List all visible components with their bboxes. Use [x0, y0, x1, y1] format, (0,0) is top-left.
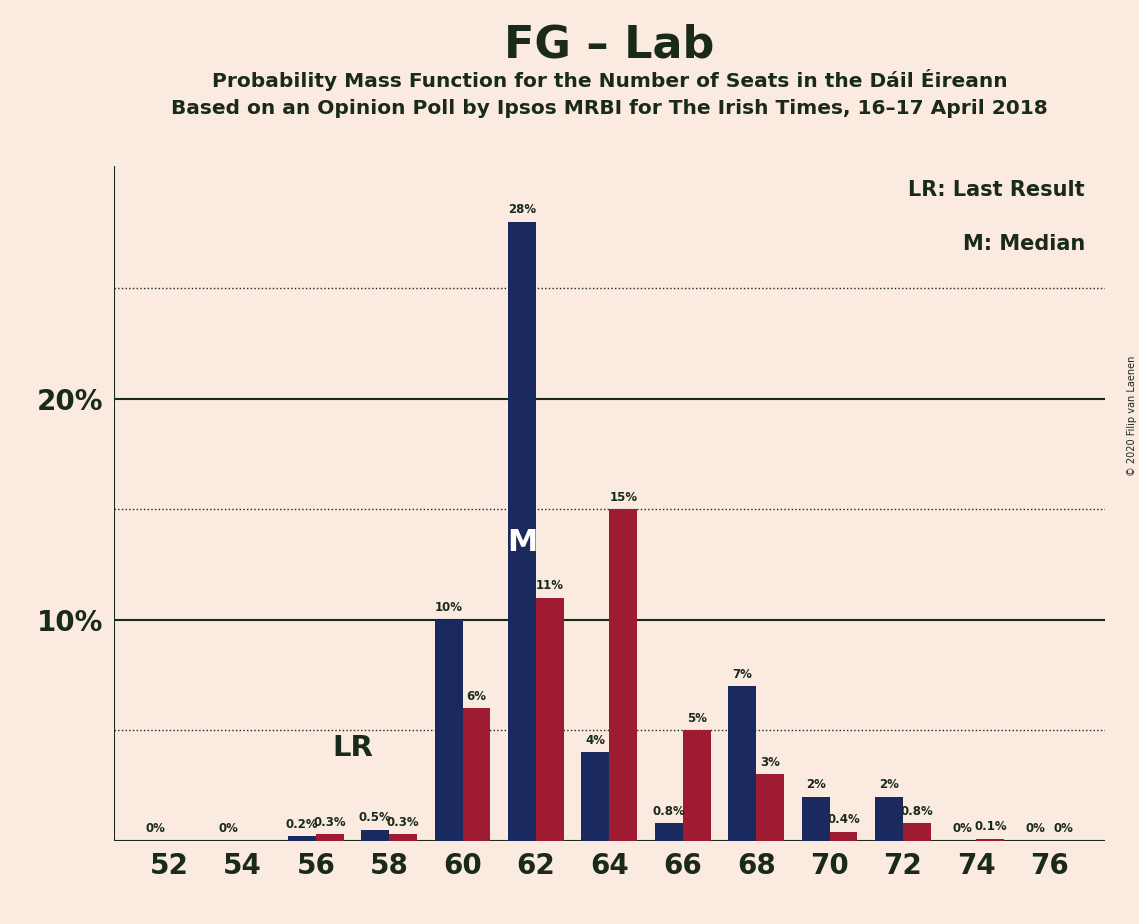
- Text: 0%: 0%: [952, 822, 973, 835]
- Text: 0.1%: 0.1%: [974, 821, 1007, 833]
- Bar: [435, 620, 462, 841]
- Bar: [462, 708, 491, 841]
- Text: 0%: 0%: [1026, 822, 1046, 835]
- Text: 11%: 11%: [536, 579, 564, 592]
- Bar: [756, 774, 784, 841]
- Text: 5%: 5%: [687, 711, 706, 724]
- Text: Based on an Opinion Poll by Ipsos MRBI for The Irish Times, 16–17 April 2018: Based on an Opinion Poll by Ipsos MRBI f…: [171, 99, 1048, 118]
- Text: 15%: 15%: [609, 491, 638, 504]
- Text: 0%: 0%: [219, 822, 238, 835]
- Text: 0%: 0%: [1054, 822, 1074, 835]
- Bar: [316, 834, 344, 841]
- Bar: [802, 796, 829, 841]
- Text: 28%: 28%: [508, 203, 536, 216]
- Text: M: Median: M: Median: [962, 234, 1085, 254]
- Bar: [609, 509, 637, 841]
- Text: FG – Lab: FG – Lab: [505, 23, 714, 67]
- Bar: [288, 836, 316, 841]
- Bar: [390, 834, 417, 841]
- Bar: [875, 796, 903, 841]
- Bar: [829, 832, 858, 841]
- Bar: [536, 598, 564, 841]
- Text: Probability Mass Function for the Number of Seats in the Dáil Éireann: Probability Mass Function for the Number…: [212, 69, 1007, 91]
- Text: 2%: 2%: [805, 778, 826, 791]
- Text: 0.5%: 0.5%: [359, 811, 392, 824]
- Bar: [728, 686, 756, 841]
- Text: 0.3%: 0.3%: [313, 816, 346, 829]
- Bar: [976, 839, 1005, 841]
- Text: 7%: 7%: [732, 667, 752, 680]
- Text: 0.4%: 0.4%: [827, 813, 860, 826]
- Text: 2%: 2%: [879, 778, 899, 791]
- Text: 3%: 3%: [760, 756, 780, 769]
- Text: 0.8%: 0.8%: [901, 805, 933, 818]
- Text: LR: Last Result: LR: Last Result: [909, 180, 1085, 200]
- Text: 0.2%: 0.2%: [286, 818, 318, 831]
- Text: 4%: 4%: [585, 734, 606, 747]
- Text: 0.8%: 0.8%: [653, 805, 686, 818]
- Bar: [903, 823, 931, 841]
- Text: 0.3%: 0.3%: [387, 816, 419, 829]
- Text: LR: LR: [333, 734, 372, 762]
- Bar: [508, 222, 536, 841]
- Bar: [582, 752, 609, 841]
- Bar: [682, 730, 711, 841]
- Text: 10%: 10%: [435, 602, 462, 614]
- Text: M: M: [507, 528, 538, 557]
- Bar: [361, 830, 390, 841]
- Text: © 2020 Filip van Laenen: © 2020 Filip van Laenen: [1126, 356, 1137, 476]
- Text: 0%: 0%: [145, 822, 165, 835]
- Bar: [655, 823, 682, 841]
- Text: 6%: 6%: [467, 689, 486, 702]
